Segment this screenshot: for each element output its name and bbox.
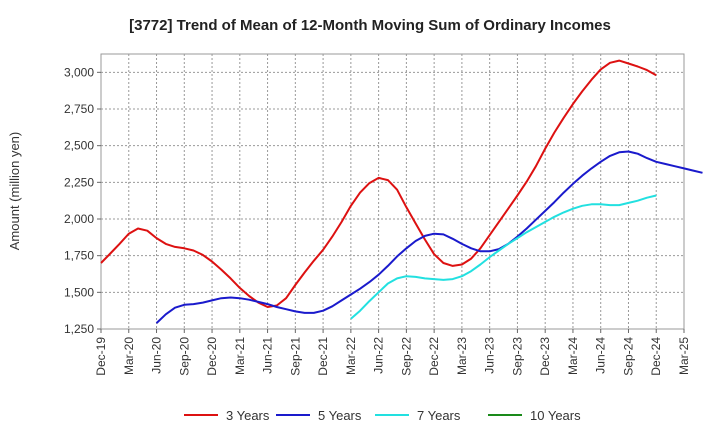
horizontal-gridlines	[101, 71, 684, 330]
x-tick-label: Mar-20	[122, 337, 136, 375]
series-line-3-years	[100, 59, 657, 308]
x-axis-ticks: Dec-19 Mar-20 Jun-20 Sep-20 Dec-20 Mar-21 Jun-…	[94, 329, 691, 376]
x-tick-label: Jun-22	[372, 337, 386, 374]
x-tick-label: Dec-22	[427, 337, 441, 376]
series-layer	[100, 59, 703, 324]
x-tick-label: Sep-24	[621, 337, 635, 376]
y-tick-label: 3,000	[64, 65, 94, 79]
plot-area	[100, 53, 685, 330]
x-tick-label: Mar-25	[677, 337, 691, 375]
x-tick-label: Dec-21	[316, 337, 330, 376]
chart-title: [3772] Trend of Mean of 12-Month Moving …	[129, 17, 611, 34]
y-tick-label: 1,250	[64, 322, 94, 336]
x-tick-label: Dec-19	[94, 337, 108, 376]
x-tick-label: Mar-22	[344, 337, 358, 375]
vertical-gridlines	[100, 54, 685, 329]
y-tick-label: 2,000	[64, 212, 94, 226]
y-tick-label: 2,250	[64, 175, 94, 189]
x-tick-label: Mar-21	[233, 337, 247, 375]
x-tick-label: Mar-23	[455, 337, 469, 375]
x-tick-label: Sep-21	[288, 337, 302, 376]
x-tick-label: Jun-23	[483, 337, 497, 374]
legend-label-3-years: 3 Years	[226, 408, 270, 423]
x-tick-label: Dec-20	[205, 337, 219, 376]
x-tick-label: Dec-23	[538, 337, 552, 376]
x-tick-label: Jun-24	[594, 337, 608, 374]
legend-label-5-years: 5 Years	[318, 408, 362, 423]
x-tick-label: Dec-24	[649, 337, 663, 376]
y-tick-label: 2,750	[64, 102, 94, 116]
series-line-7-years	[350, 194, 657, 320]
y-tick-label: 1,500	[64, 285, 94, 299]
legend-label-10-years: 10 Years	[530, 408, 581, 423]
x-tick-label: Jun-20	[150, 337, 164, 374]
x-tick-label: Jun-21	[261, 337, 275, 374]
y-tick-label: 2,500	[64, 139, 94, 153]
x-tick-label: Sep-23	[510, 337, 524, 376]
x-tick-label: Sep-22	[399, 337, 413, 376]
legend-label-7-years: 7 Years	[417, 408, 461, 423]
series-line-5-years	[155, 150, 703, 324]
x-tick-label: Sep-20	[177, 337, 191, 376]
y-axis-ticks: 1,250 1,500 1,750 2,000 2,250 2,500 2,750 3,000	[64, 65, 101, 336]
y-tick-label: 1,750	[64, 249, 94, 263]
x-tick-label: Mar-24	[566, 337, 580, 375]
legend: 3 Years 5 Years 7 Years 10 Years	[184, 408, 581, 423]
y-axis-label: Amount (million yen)	[7, 132, 22, 251]
